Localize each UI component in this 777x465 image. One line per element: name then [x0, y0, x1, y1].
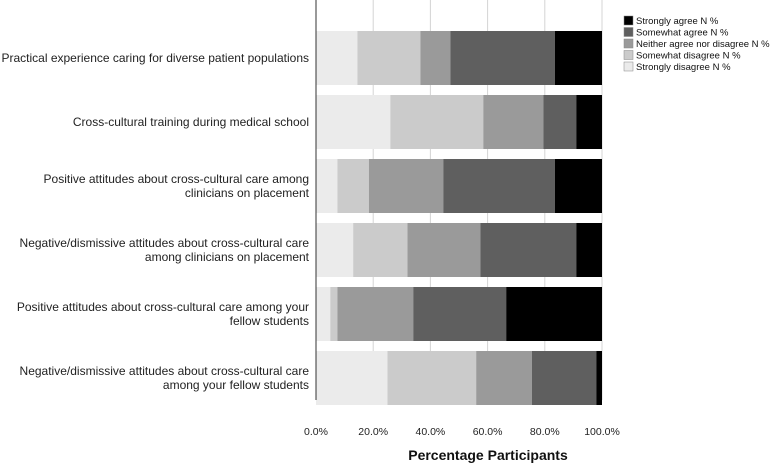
- category-label: Cross-cultural training during medical s…: [73, 115, 309, 129]
- bar-segment: [576, 95, 602, 149]
- category-label: Negative/dismissive attitudes about cros…: [20, 236, 310, 264]
- bar-segment: [390, 95, 484, 149]
- bar-segment: [554, 31, 602, 85]
- x-tick-label: 40.0%: [416, 426, 446, 438]
- legend-swatch: [623, 27, 634, 37]
- bar-segment: [337, 159, 369, 213]
- legend-swatch: [623, 50, 634, 60]
- bar-segment: [443, 159, 555, 213]
- bar-segment: [357, 31, 421, 85]
- x-tick-label: 60.0%: [473, 426, 503, 438]
- legend-label: Strongly disagree N %: [636, 62, 731, 73]
- bar-segment: [337, 287, 414, 341]
- bars: [316, 31, 602, 405]
- category-label: Positive attitudes about cross-cultural …: [44, 172, 310, 200]
- category-label: Positive attitudes about cross-cultural …: [17, 300, 309, 328]
- bar-segment: [413, 287, 507, 341]
- bar-segment: [330, 287, 338, 341]
- bar-segment: [450, 31, 555, 85]
- x-tick-labels: 0.0% 20.0% 40.0% 60.0% 80.0% 100.0%: [304, 426, 620, 438]
- bar-segment: [554, 159, 602, 213]
- bar-segment: [480, 223, 577, 277]
- bar-segment: [316, 31, 358, 85]
- bar-segment: [353, 223, 408, 277]
- legend-label: Somewhat disagree N %: [636, 51, 741, 62]
- legend-label: Strongly agree N %: [636, 16, 719, 27]
- bar-segment: [407, 223, 481, 277]
- legend-label: Somewhat agree N %: [636, 28, 729, 39]
- bar-segment: [316, 287, 331, 341]
- legend: Strongly agree N %Somewhat agree N %Neit…: [623, 15, 770, 73]
- x-tick-label: 0.0%: [304, 426, 328, 438]
- bar-segment: [316, 351, 388, 405]
- bar-segment: [316, 95, 391, 149]
- bar-segment: [506, 287, 602, 341]
- bar-segment: [476, 351, 532, 405]
- legend-swatch: [623, 15, 634, 26]
- x-tick-label: 20.0%: [358, 426, 388, 438]
- legend-swatch: [623, 38, 634, 49]
- bar-segment: [368, 159, 444, 213]
- category-label: Negative/dismissive attitudes about cros…: [20, 364, 310, 392]
- bar-segment: [576, 223, 602, 277]
- category-labels: Practical experience caring for diverse …: [1, 51, 309, 392]
- category-label: Practical experience caring for diverse …: [1, 51, 309, 65]
- bar-segment: [596, 351, 602, 405]
- legend-label: Neither agree nor disagree N %: [636, 39, 770, 50]
- bar-segment: [531, 351, 597, 405]
- bar-segment: [420, 31, 451, 85]
- bar-segment: [316, 159, 338, 213]
- bar-segment: [543, 95, 577, 149]
- legend-swatch: [623, 61, 634, 72]
- bar-segment: [483, 95, 544, 149]
- bar-segment: [387, 351, 477, 405]
- x-tick-label: 80.0%: [530, 426, 560, 438]
- bar-segment: [316, 223, 354, 277]
- x-tick-label: 100.0%: [584, 426, 620, 438]
- x-axis-title: Percentage Participants: [408, 447, 568, 463]
